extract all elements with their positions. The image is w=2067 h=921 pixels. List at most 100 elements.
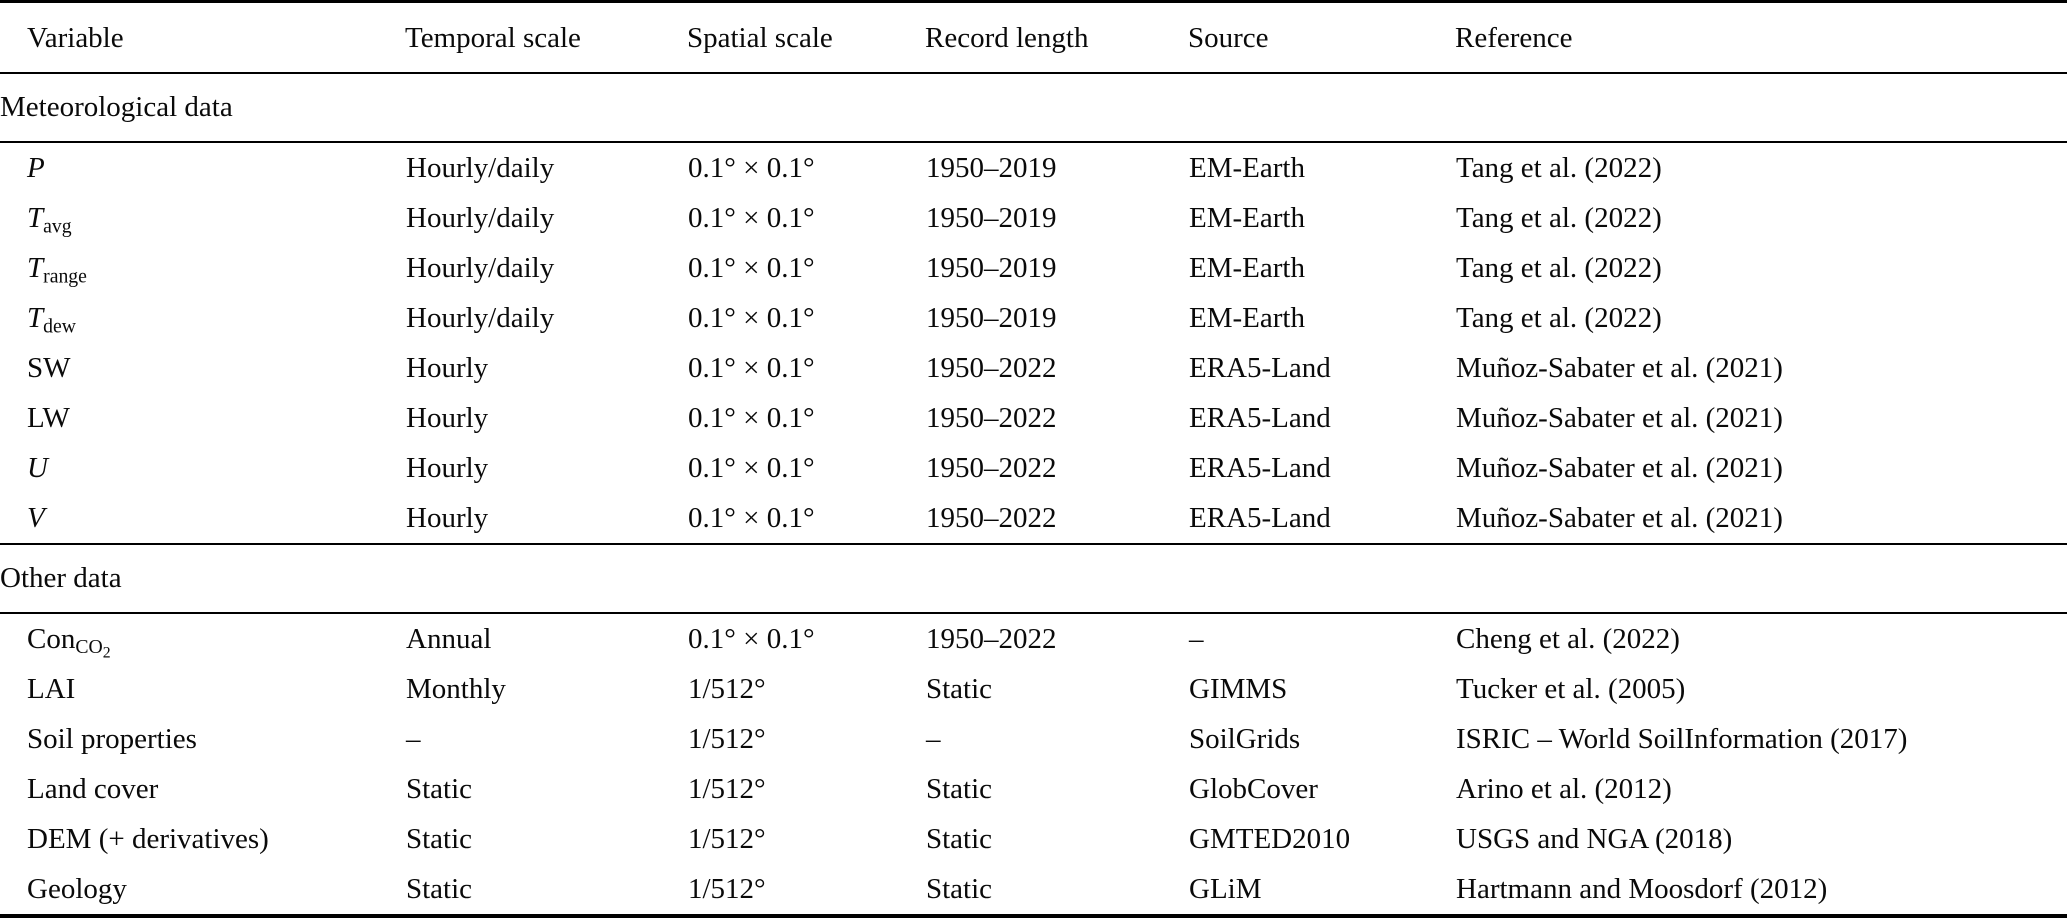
cell-temporal: Hourly [406, 451, 489, 484]
cell-spatial: 1/512° [688, 772, 766, 805]
cell-record: Static [926, 672, 993, 705]
cell-temporal: Monthly [406, 672, 506, 705]
cell-variable: Tdew [0, 293, 405, 343]
cell-spatial: 1/512° [688, 872, 766, 905]
cell-record: Static [926, 872, 993, 905]
cell-spatial: 0.1° × 0.1° [688, 622, 815, 655]
variable-subscript: range [43, 265, 87, 288]
cell-reference: Muñoz-Sabater et al. (2021) [1456, 401, 1783, 434]
variable-base: Geology [27, 872, 127, 905]
table-row: LAI Monthly 1/512° Static GIMMS Tucker et al.… [0, 664, 2067, 714]
table-row: SW Hourly 0.1° × 0.1° 1950–2022 ERA5-Land Muñ… [0, 343, 2067, 393]
cell-reference: Arino et al. (2012) [1456, 772, 1672, 805]
table-row: Trange Hourly/daily 0.1° × 0.1° 1950–2019 EM… [0, 243, 2067, 293]
table-row: V Hourly 0.1° × 0.1° 1950–2022 ERA5-Land Muño… [0, 493, 2067, 544]
cell-source: ERA5-Land [1189, 401, 1331, 434]
table-row: ConCO2 Annual 0.1° × 0.1° 1950–2022– Cheng e… [0, 613, 2067, 664]
cell-record: 1950–2019 [926, 301, 1057, 334]
cell-source: GlobCover [1189, 772, 1318, 805]
table-row: Geology Static 1/512° Static GLiM Hartmann an… [0, 864, 2067, 916]
variable-base: T [27, 251, 44, 284]
variable-base: LAI [27, 672, 76, 705]
cell-spatial: 1/512° [688, 672, 766, 705]
cell-record: 1950–2022 [926, 351, 1057, 384]
cell-spatial: 0.1° × 0.1° [688, 451, 815, 484]
cell-temporal: Hourly [406, 401, 489, 434]
cell-spatial: 0.1° × 0.1° [688, 251, 815, 284]
section-row: Other data [0, 543, 2067, 614]
cell-reference: Muñoz-Sabater et al. (2021) [1456, 501, 1783, 534]
column-header-source: Source [1188, 1, 1455, 74]
variable-subscript: dew [43, 315, 76, 338]
cell-variable: Soil properties [0, 714, 405, 764]
cell-variable: Tavg [0, 193, 405, 243]
variable-base: P [27, 151, 45, 184]
cell-source: ERA5-Land [1189, 501, 1331, 534]
cell-source: GIMMS [1189, 672, 1288, 705]
variable-base: Soil properties [27, 722, 197, 755]
cell-spatial: 0.1° × 0.1° [688, 151, 815, 184]
column-header-record: Record length [925, 1, 1188, 74]
cell-temporal: Hourly/daily [406, 251, 555, 284]
cell-variable: LW [0, 393, 405, 443]
cell-variable: LAI [0, 664, 405, 714]
cell-variable: Trange [0, 243, 405, 293]
variable-sub-subscript: 2 [102, 644, 111, 662]
cell-spatial: 0.1° × 0.1° [688, 351, 815, 384]
table-row: LW Hourly 0.1° × 0.1° 1950–2022 ERA5-Land Muñ… [0, 393, 2067, 443]
cell-spatial: 0.1° × 0.1° [688, 301, 815, 334]
cell-source: EM-Earth [1189, 251, 1305, 284]
cell-source: ERA5-Land [1189, 451, 1331, 484]
table-row: Soil properties – 1/512° – SoilGrids ISRIC – … [0, 714, 2067, 764]
cell-record: Static [926, 822, 993, 855]
cell-source: SoilGrids [1189, 722, 1301, 755]
section-row: Meteorological data [0, 72, 2067, 143]
cell-reference: Cheng et al. (2022) [1456, 622, 1680, 655]
variable-subscript: CO2 [75, 636, 111, 662]
cell-spatial: 1/512° [688, 722, 766, 755]
cell-variable: U [0, 443, 405, 493]
variable-base: SW [27, 351, 71, 384]
cell-source: – [1189, 622, 1204, 655]
cell-variable: SW [0, 343, 405, 393]
column-header-temporal: Temporal scale [405, 1, 687, 74]
cell-spatial: 0.1° × 0.1° [688, 201, 815, 234]
cell-variable: DEM (+ derivatives) [0, 814, 405, 864]
table-row: P Hourly/daily 0.1° × 0.1° 1950–2019 EM-Eart… [0, 142, 2067, 193]
cell-record: 1950–2022 [926, 501, 1057, 534]
table-row: U Hourly 0.1° × 0.1° 1950–2022 ERA5-Land Muño… [0, 443, 2067, 493]
variable-base: T [27, 301, 44, 334]
variable-base: Con [27, 622, 76, 655]
column-header-variable: Variable [0, 1, 405, 74]
variable-base: Land cover [27, 772, 159, 805]
cell-record: 1950–2022 [926, 451, 1057, 484]
variable-base: T [27, 201, 44, 234]
table-body: Meteorological data P Hourly/daily 0.1° × 0… [0, 72, 2067, 916]
cell-source: EM-Earth [1189, 201, 1305, 234]
variable-base: U [27, 451, 48, 484]
cell-temporal: Static [406, 772, 473, 805]
table-row: DEM (+ derivatives) Static 1/512° Static GMT… [0, 814, 2067, 864]
cell-source: EM-Earth [1189, 151, 1305, 184]
cell-record: Static [926, 772, 993, 805]
table-row: Land cover Static 1/512° Static GlobCover Ari… [0, 764, 2067, 814]
cell-reference: Muñoz-Sabater et al. (2021) [1456, 451, 1783, 484]
cell-reference: USGS and NGA (2018) [1456, 822, 1733, 855]
cell-temporal: Hourly/daily [406, 301, 555, 334]
variable-base: LW [27, 401, 70, 434]
cell-record: 1950–2019 [926, 251, 1057, 284]
cell-record: 1950–2022 [926, 622, 1057, 655]
cell-reference: Tang et al. (2022) [1456, 251, 1662, 284]
cell-record: – [926, 722, 941, 755]
cell-temporal: Hourly/daily [406, 201, 555, 234]
cell-temporal: Hourly [406, 501, 489, 534]
cell-temporal: – [406, 722, 421, 755]
cell-reference: Tang et al. (2022) [1456, 201, 1662, 234]
cell-record: 1950–2019 [926, 201, 1057, 234]
cell-source: ERA5-Land [1189, 351, 1331, 384]
cell-variable: Land cover [0, 764, 405, 814]
cell-temporal: Static [406, 822, 473, 855]
cell-reference: Tang et al. (2022) [1456, 301, 1662, 334]
